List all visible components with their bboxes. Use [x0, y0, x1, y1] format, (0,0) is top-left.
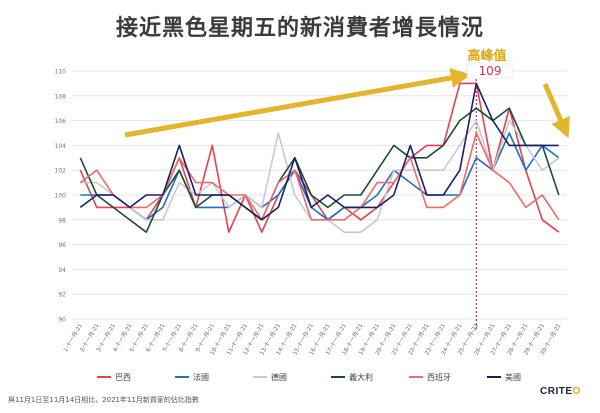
legend-label-3: 義大利 [349, 372, 373, 382]
y-tick-label: 96 [58, 242, 66, 249]
y-tick-label: 102 [55, 168, 67, 175]
legend-label-2: 德國 [271, 372, 287, 382]
y-tick-label: 92 [58, 292, 66, 299]
y-tick-label: 106 [55, 118, 67, 125]
series-line-4 [79, 132, 560, 221]
legend-label-5: 美國 [505, 372, 521, 382]
y-tick-label: 108 [55, 93, 67, 100]
y-tick-label: 98 [58, 217, 66, 224]
logo-text: CRITE [540, 386, 573, 397]
chart-title: 接近黑色星期五的新消費者增長情況 [115, 16, 484, 41]
series-line-0 [79, 82, 560, 233]
series-line-1 [80, 132, 560, 221]
y-tick-label: 94 [58, 267, 66, 274]
series-line-5 [79, 82, 559, 221]
logo-accent: O [572, 386, 581, 397]
criteo-logo: CRITEO [540, 386, 581, 397]
peak-value-label: 109 [479, 64, 502, 78]
y-tick-label: 100 [55, 193, 67, 200]
y-tick-label: 104 [55, 143, 67, 150]
y-tick-label: 90 [58, 317, 66, 324]
peak-label: 高峰值 [467, 48, 506, 64]
trend-arrow-up [124, 68, 471, 138]
trend-arrow-down [542, 83, 570, 139]
legend-label-1: 法國 [193, 372, 209, 382]
footnote: 與11月1日至11月14日相比，2021年11月新買家的佔比指數 [8, 396, 199, 404]
peak-value-box [466, 63, 514, 79]
legend-label-0: 巴西 [115, 373, 131, 382]
y-tick-label: 110 [55, 69, 67, 76]
legend-label-4: 西班牙 [427, 372, 451, 382]
